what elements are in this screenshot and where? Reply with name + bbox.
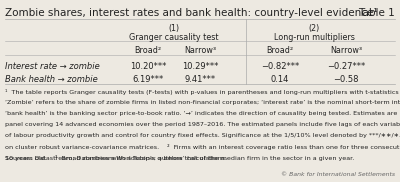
Text: ‘bank health’ is the banking sector price-to-book ratio. ‘→’ indicates the direc: ‘bank health’ is the banking sector pric… [5, 111, 400, 116]
Text: −0.58: −0.58 [333, 75, 359, 84]
Text: panel covering 14 advanced economies over the period 1987–2016. The estimated pa: panel covering 14 advanced economies ove… [5, 122, 400, 127]
Text: Broad²: Broad² [266, 46, 294, 55]
Text: ‘Zombie’ refers to the share of zombie firms in listed non-financial corporates;: ‘Zombie’ refers to the share of zombie f… [5, 100, 400, 105]
Text: 10 years old.    ³  Broad zombies with a Tobin’s q below that of the median firm: 10 years old. ³ Broad zombies with a Tob… [5, 155, 354, 161]
Text: Narrow³: Narrow³ [184, 46, 216, 55]
Text: 9.41***: 9.41*** [184, 75, 216, 84]
Text: Table 1: Table 1 [358, 8, 395, 18]
Text: of labour productivity growth and control for country fixed effects. Significanc: of labour productivity growth and contro… [5, 133, 400, 138]
Text: ¹  The table reports Granger causality tests (F-tests) with p-values in parenthe: ¹ The table reports Granger causality te… [5, 89, 400, 95]
Text: Bank health → zombie: Bank health → zombie [5, 75, 98, 84]
Text: 0.14: 0.14 [271, 75, 289, 84]
Text: (1): (1) [168, 24, 180, 33]
Text: on cluster robust variance-covariance matrices.    ²  Firms with an interest cov: on cluster robust variance-covariance ma… [5, 144, 400, 150]
Text: 6.19***: 6.19*** [132, 75, 164, 84]
Text: −0.27***: −0.27*** [327, 62, 365, 71]
Text: Broad²: Broad² [134, 46, 162, 55]
Text: © Bank for International Settlements: © Bank for International Settlements [281, 173, 395, 177]
Text: 10.29***: 10.29*** [182, 62, 218, 71]
Text: Interest rate → zombie: Interest rate → zombie [5, 62, 100, 71]
Text: 10.20***: 10.20*** [130, 62, 166, 71]
Text: Sources: Datastream; Datastream Worldscope; authors’ calculations.: Sources: Datastream; Datastream Worldsco… [5, 156, 227, 161]
Text: −0.82***: −0.82*** [261, 62, 299, 71]
Text: Narrow³: Narrow³ [330, 46, 362, 55]
Text: (2): (2) [308, 24, 320, 33]
Text: Long-run multipliers: Long-run multipliers [274, 33, 354, 42]
Text: Zombie shares, interest rates and bank health: country-level evidence¹: Zombie shares, interest rates and bank h… [5, 8, 378, 18]
Text: Granger causality test: Granger causality test [129, 33, 219, 42]
